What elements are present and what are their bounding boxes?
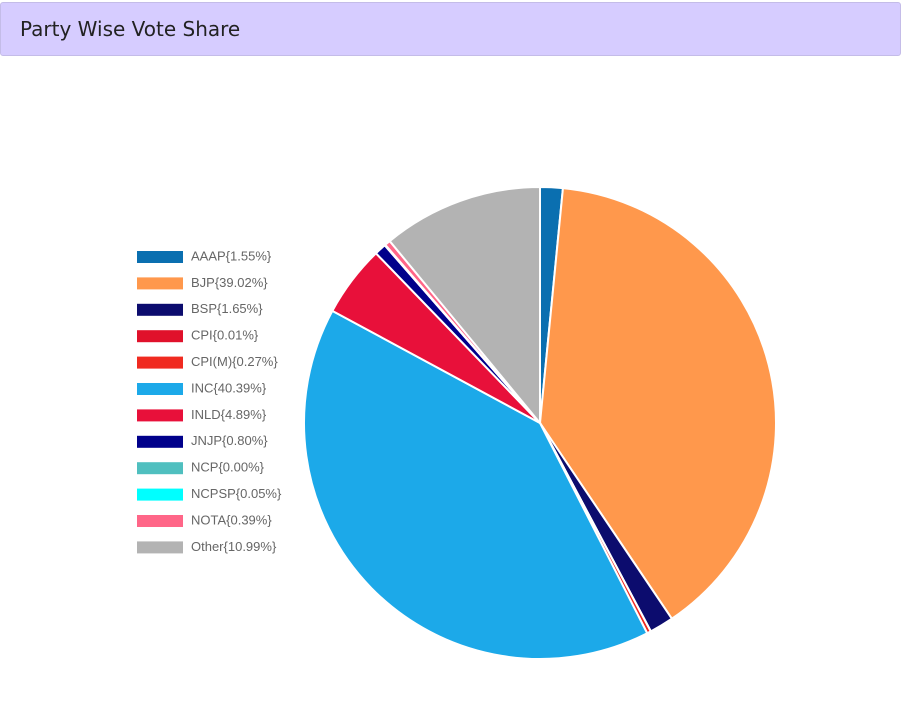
legend-label: BSP{1.65%}	[191, 301, 263, 316]
header: Party Wise Vote Share	[0, 2, 901, 56]
legend-label: Other{10.99%}	[191, 539, 277, 554]
pie-slice	[388, 185, 541, 426]
legend-label: BJP{39.02%}	[191, 275, 268, 290]
legend-swatch	[137, 435, 183, 448]
legend-label: CPI{0.01%}	[191, 328, 259, 343]
legend-swatch	[137, 277, 183, 290]
legend-label: CPI(M){0.27%}	[191, 354, 278, 369]
pie-slice	[303, 309, 649, 660]
legend-swatch	[137, 251, 183, 263]
legend-swatch	[137, 330, 183, 343]
legend-swatch	[137, 541, 183, 554]
legend-swatch	[137, 383, 183, 395]
pie-slice	[538, 187, 777, 621]
chart-title: Party Wise Vote Share	[20, 17, 241, 41]
legend-label: INC{40.39%}	[191, 380, 267, 395]
legend-label: JNJP{0.80%}	[191, 433, 268, 448]
legend-label: NOTA{0.39%}	[191, 512, 272, 527]
legend-label: INLD{4.89%}	[191, 407, 267, 422]
legend-label: NCP{0.00%}	[191, 460, 265, 475]
legend-swatch	[137, 409, 183, 422]
legend-swatch	[137, 303, 183, 316]
legend-swatch	[137, 356, 183, 369]
legend-label: AAAP{1.55%}	[191, 248, 272, 263]
legend-swatch	[137, 462, 183, 475]
legend-swatch	[137, 515, 183, 527]
legend-swatch	[137, 488, 183, 501]
legend-label: NCPSP{0.05%}	[191, 486, 282, 501]
